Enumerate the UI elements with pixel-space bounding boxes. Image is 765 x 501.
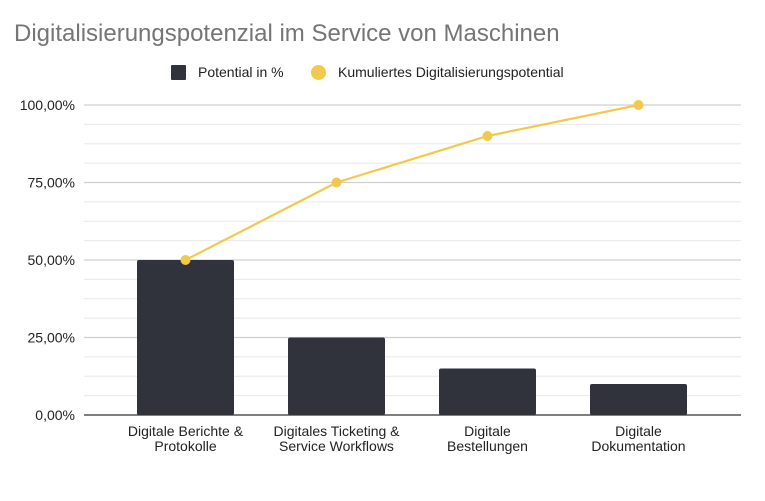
y-tick-label: 0,00% — [35, 407, 75, 423]
chart-title: Digitalisierungspotenzial im Service von… — [14, 20, 560, 47]
cumulative-point — [331, 177, 342, 188]
y-tick-label: 75,00% — [28, 175, 75, 191]
cumulative-point — [482, 131, 493, 141]
legend-label: Potential in % — [198, 64, 284, 80]
cumulative-line — [184, 103, 639, 261]
x-tick-label: Digitale — [464, 423, 511, 439]
bar — [137, 260, 234, 415]
bar — [590, 384, 687, 415]
x-tick-label: Service Workflows — [279, 438, 394, 454]
x-tick-label: Dokumentation — [591, 438, 685, 454]
cumulative-point — [180, 255, 191, 265]
legend-dot-icon — [311, 64, 326, 80]
x-tick-label: Digitale — [615, 423, 662, 439]
y-tick-label: 25,00% — [28, 330, 75, 346]
y-tick-label: 100,00% — [20, 97, 75, 113]
x-tick-label: Digitales Ticketing & — [273, 423, 400, 439]
bar — [288, 337, 385, 415]
x-tick-label: Digitale Berichte & — [128, 423, 244, 439]
legend-square-icon — [171, 64, 186, 80]
x-tick-label: Bestellungen — [447, 438, 528, 454]
legend-item-cumulative[interactable]: Kumuliertes Digitalisierungspotential — [311, 64, 564, 80]
x-tick-label: Protokolle — [154, 438, 216, 454]
legend-label: Kumuliertes Digitalisierungspotential — [338, 64, 564, 80]
cumulative-point — [633, 100, 644, 110]
legend-item-potential[interactable]: Potential in % — [171, 64, 284, 80]
legend: Potential in % Kumuliertes Digitalisieru… — [0, 64, 765, 84]
bar — [439, 368, 536, 415]
y-tick-label: 50,00% — [28, 252, 75, 268]
